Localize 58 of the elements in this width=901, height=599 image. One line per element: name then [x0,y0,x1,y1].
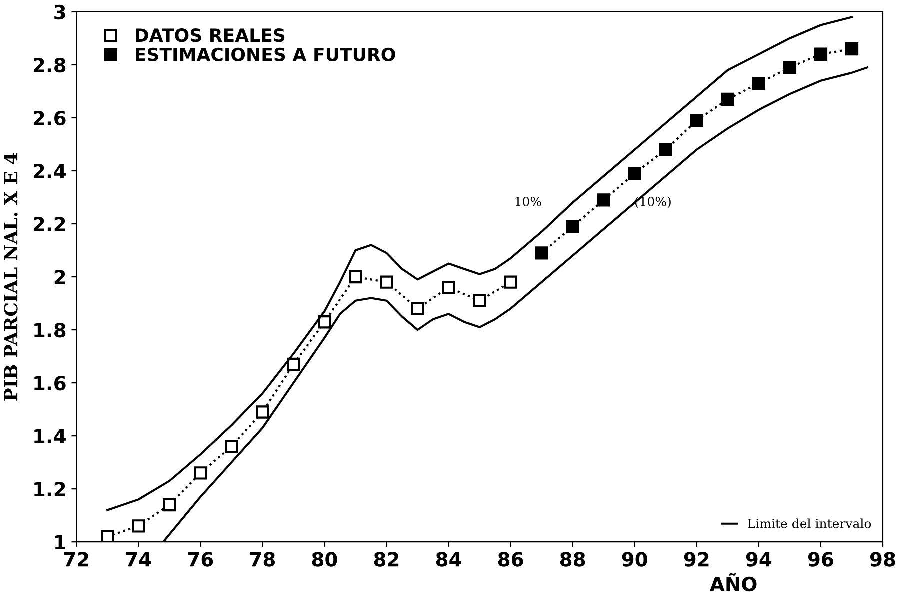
x-tick-label: 88 [560,552,586,567]
point [132,520,146,533]
point [473,294,486,308]
x-tick-label: 76 [188,552,214,567]
x-axis-title: AÑO [710,573,757,592]
legend-label: ESTIMACIONES A FUTURO [136,48,396,62]
y-tick-label: 1.8 [34,323,66,338]
y-tick-label: 2.4 [34,164,66,178]
line-series [106,16,854,512]
y-tick-label: 2.2 [34,216,66,232]
x-tick-label: 74 [126,552,152,567]
point [845,42,859,56]
point [566,220,580,234]
x-tick-label: 78 [250,552,275,567]
legend-label: DATOS REALES [136,28,285,42]
point [597,194,610,207]
point [504,276,518,289]
point [690,114,704,128]
y-tick-label: 1.2 [34,482,66,496]
annotation: (10%) [635,196,671,208]
x-tick-label: 96 [808,552,834,567]
x-tick-label: 84 [436,552,462,567]
point [287,358,300,372]
point [659,143,672,156]
legend-label: Limite del intervalo [748,518,872,528]
y-tick-label: 2.6 [34,110,66,126]
point [225,440,238,454]
point [256,406,270,419]
point [318,315,332,329]
x-tick-label: 92 [684,552,709,567]
x-tick-label: 80 [312,552,338,567]
annotation: 10% [516,196,542,206]
x-tick-label: 90 [622,552,648,567]
y-tick-label: 1 [56,535,66,550]
y-axis-title: PIB PARCIAL NAL. X E 4 [4,153,18,401]
point [163,498,176,512]
point [721,92,735,106]
y-tick-label: 1.4 [34,429,66,444]
point [380,276,394,289]
x-tick-label: 86 [498,552,524,567]
point [101,530,114,542]
point [628,167,642,180]
y-tick-label: 1.6 [34,376,66,391]
point [783,61,797,74]
point [194,466,208,480]
point [442,281,456,294]
point [349,270,362,284]
x-tick-label: 82 [374,552,399,567]
point [535,246,548,260]
x-tick-label: 72 [64,552,88,567]
x-tick-label: 94 [746,552,772,567]
point [814,48,828,61]
x-tick-label: 98 [870,552,896,567]
y-tick-label: 3 [54,4,66,20]
point [752,76,766,90]
point [411,302,424,316]
y-tick-label: 2.8 [34,58,66,73]
y-tick-label: 2 [54,270,66,284]
